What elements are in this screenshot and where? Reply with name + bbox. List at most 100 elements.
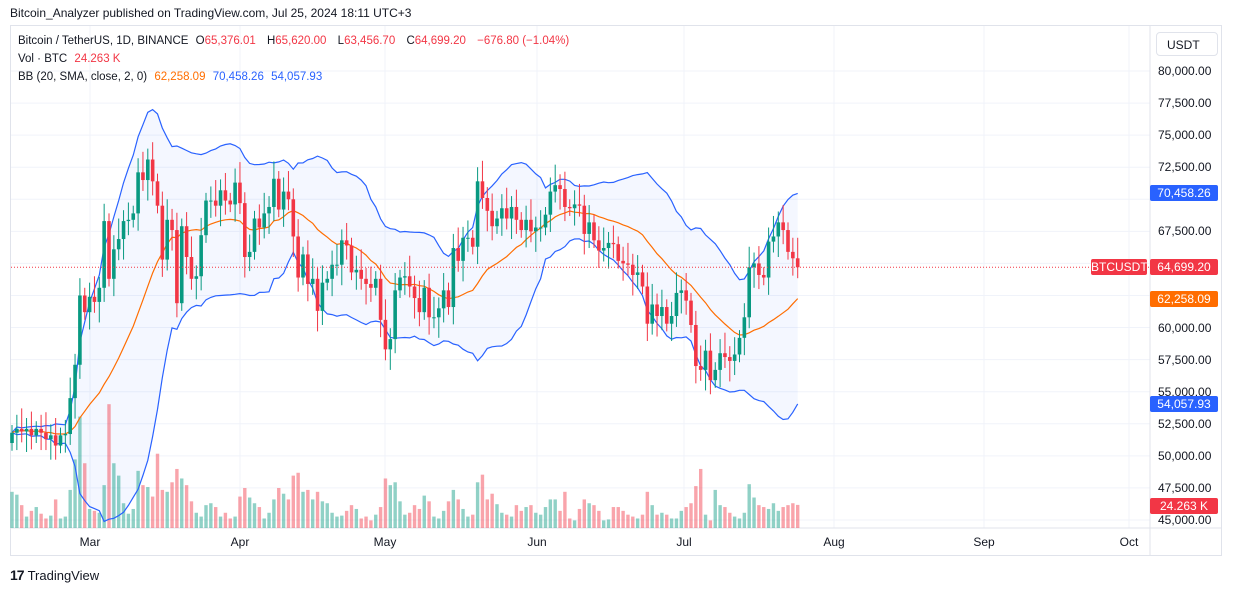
volume-bar <box>529 505 533 528</box>
volume-bar <box>301 491 305 528</box>
volume-bar <box>175 468 179 528</box>
candle-body <box>737 337 742 355</box>
price-tick-label: 50,000.00 <box>1158 448 1212 463</box>
open-label: O <box>195 35 205 47</box>
volume-bar <box>291 475 295 528</box>
currency-unit-button[interactable]: USDT <box>1156 32 1218 56</box>
candle-body <box>694 324 698 367</box>
candle-body <box>703 350 708 370</box>
volume-bar <box>267 512 271 528</box>
candle-body <box>388 339 393 350</box>
symbol-title[interactable]: Bitcoin / TetherUS, 1D, BINANCE <box>18 35 189 47</box>
candle-body <box>78 295 82 365</box>
volume-bar <box>781 507 785 528</box>
candle-body <box>781 222 785 231</box>
volume-bar <box>757 505 761 528</box>
tradingview-logo-mark: 17 <box>10 567 25 583</box>
candle-body <box>669 316 674 324</box>
volume-bar <box>146 487 150 528</box>
volume-bar <box>39 513 43 528</box>
volume-bar <box>223 512 228 528</box>
volume-bar <box>199 516 203 528</box>
candle-body <box>272 178 276 207</box>
candle-body <box>543 214 548 228</box>
volume-bar <box>451 489 456 528</box>
legend-symbol-row: Bitcoin / TetherUS, 1D, BINANCE O65,376.… <box>18 35 573 47</box>
volume-bar <box>461 508 465 528</box>
candle-body <box>519 219 524 231</box>
volume-bar <box>44 518 48 528</box>
candle-body <box>209 200 213 202</box>
price-tick-label: 75,000.00 <box>1158 128 1212 143</box>
volume-bar <box>228 518 232 528</box>
volume-bar <box>456 499 460 528</box>
candle-body <box>626 263 630 265</box>
price-tick-label: 77,500.00 <box>1158 96 1212 111</box>
candle-body <box>126 219 131 222</box>
volume-bar <box>728 512 732 528</box>
volume-bar <box>364 516 368 528</box>
candle-body <box>58 435 63 446</box>
candle-body <box>509 206 514 219</box>
volume-bar <box>78 416 82 528</box>
candle-body <box>771 236 776 242</box>
price-tick-label: 80,000.00 <box>1158 64 1212 78</box>
candle-body <box>39 428 43 433</box>
volume-bar <box>776 510 780 528</box>
bb-basis-value: 62,258.09 <box>154 71 206 83</box>
candle-body <box>606 242 611 249</box>
tradingview-logo[interactable]: 17 TradingView <box>10 567 99 583</box>
price-tick-label: 47,500.00 <box>1158 480 1212 495</box>
published-caption: Bitcoin_Analyzer published on TradingVie… <box>10 6 412 20</box>
volume-bar <box>762 507 766 528</box>
high-label: H <box>266 35 276 47</box>
volume-bar <box>432 516 436 528</box>
volume-bar <box>713 489 717 528</box>
volume-bar <box>97 512 101 528</box>
time-label-aug: Aug <box>823 535 845 549</box>
volume-bar <box>626 514 630 528</box>
candle-body <box>335 264 339 266</box>
volume-bar <box>121 503 126 528</box>
volume-bar <box>708 520 713 528</box>
volume-bar <box>650 505 654 528</box>
volume-bar <box>422 495 426 528</box>
volume-bar <box>136 470 140 528</box>
bb-lower-line <box>11 238 799 523</box>
volume-bar <box>189 501 194 528</box>
candle-body <box>286 191 291 200</box>
candle-body <box>664 307 669 324</box>
candle-body <box>558 185 562 190</box>
volume-bar <box>247 497 252 528</box>
volume-bar <box>58 518 63 528</box>
price-tick-label: 57,500.00 <box>1158 352 1212 367</box>
candle-body <box>732 354 737 361</box>
candle-body <box>267 206 271 214</box>
volume-bar <box>184 485 189 528</box>
price-tick-label: 45,000.00 <box>1158 512 1212 527</box>
bb-label[interactable]: BB (20, SMA, close, 2, 0) <box>18 71 148 83</box>
candle-body <box>306 254 310 284</box>
volume-bar <box>766 508 771 528</box>
volume-label[interactable]: Vol · BTC <box>18 53 68 65</box>
volume-bar <box>674 518 679 528</box>
volume-bar <box>475 482 480 528</box>
chart-frame <box>10 25 1222 556</box>
candle-body <box>698 366 703 370</box>
volume-bar <box>621 510 625 528</box>
change-value: −676.80 (−1.04%) <box>477 35 570 47</box>
volume-bar <box>180 478 184 528</box>
volume-bar <box>311 499 315 528</box>
volume-bar <box>165 491 169 528</box>
volume-bar <box>107 404 111 528</box>
candle-body <box>97 287 102 302</box>
high-value: 65,620.00 <box>275 35 327 47</box>
candle-body <box>563 189 567 207</box>
candle-body <box>213 200 218 206</box>
candle-body <box>349 245 354 273</box>
volume-bar <box>330 512 334 528</box>
candle-body <box>189 257 194 279</box>
volume-bar <box>194 512 198 528</box>
candle-body <box>218 190 223 206</box>
